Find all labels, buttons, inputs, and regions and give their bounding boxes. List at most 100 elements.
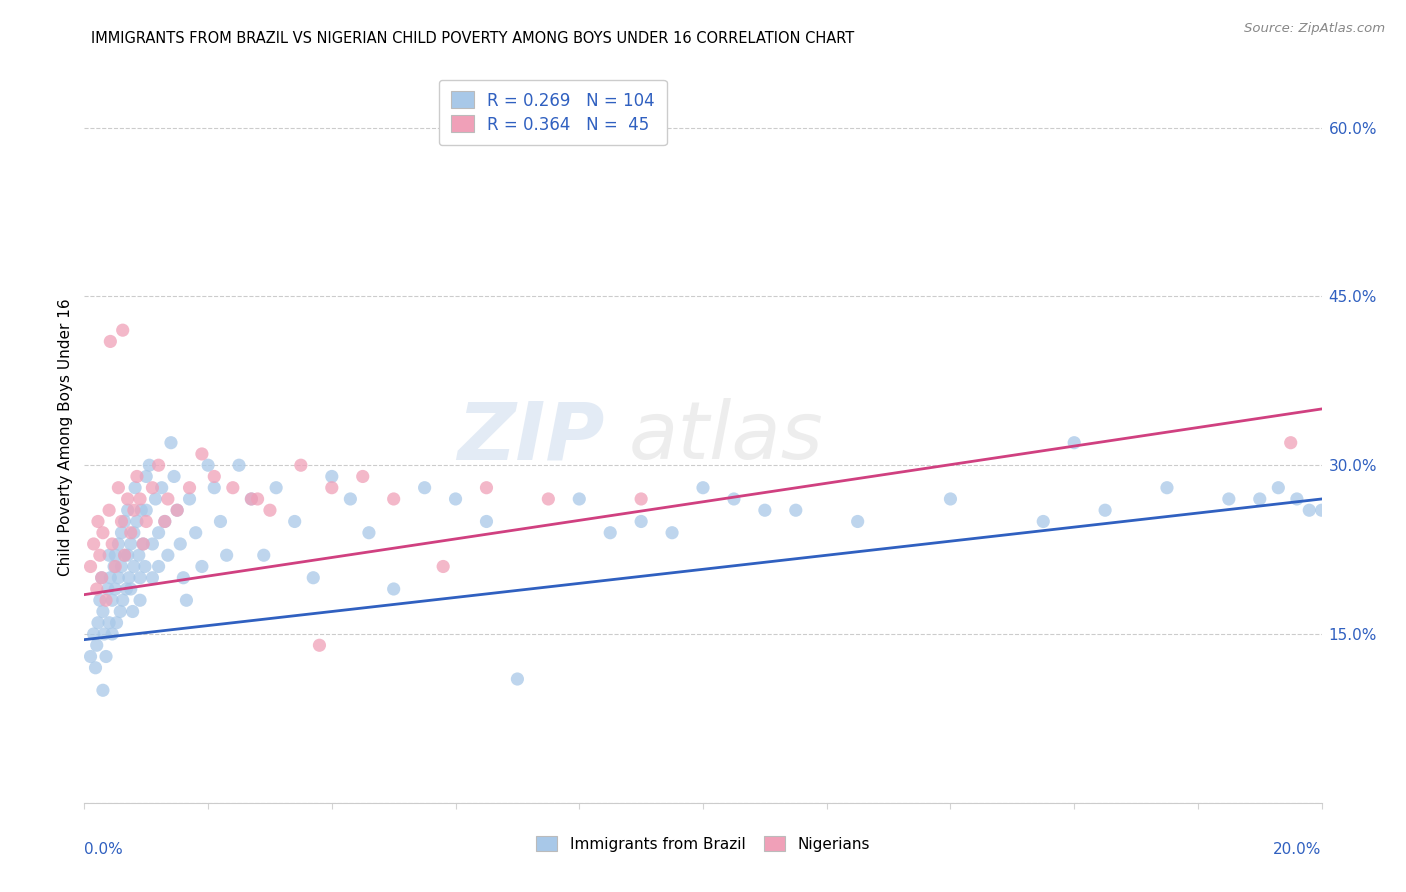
Point xyxy=(150,481,173,495)
Point xyxy=(506,672,529,686)
Point xyxy=(692,481,714,495)
Point xyxy=(284,515,307,529)
Point xyxy=(91,525,114,540)
Point xyxy=(160,435,183,450)
Point xyxy=(84,661,107,675)
Point xyxy=(114,548,136,562)
Point xyxy=(228,458,250,473)
Point xyxy=(321,469,343,483)
Point xyxy=(290,458,312,473)
Point xyxy=(475,515,498,529)
Point xyxy=(125,469,148,483)
Point xyxy=(98,615,121,630)
Point xyxy=(599,525,621,540)
Text: Source: ZipAtlas.com: Source: ZipAtlas.com xyxy=(1244,22,1385,36)
Point xyxy=(215,548,238,562)
Y-axis label: Child Poverty Among Boys Under 16: Child Poverty Among Boys Under 16 xyxy=(58,298,73,576)
Point xyxy=(129,571,152,585)
Point xyxy=(475,481,498,495)
Point xyxy=(86,638,108,652)
Point xyxy=(339,491,361,506)
Point xyxy=(110,605,132,619)
Point xyxy=(163,469,186,483)
Point xyxy=(166,503,188,517)
Point xyxy=(413,481,436,495)
Point xyxy=(129,503,152,517)
Point xyxy=(104,548,127,562)
Point xyxy=(122,503,145,517)
Point xyxy=(259,503,281,517)
Point xyxy=(179,491,201,506)
Point xyxy=(444,491,467,506)
Point xyxy=(107,571,129,585)
Point xyxy=(124,481,146,495)
Point xyxy=(166,503,188,517)
Point xyxy=(105,615,128,630)
Point xyxy=(1310,503,1333,517)
Point xyxy=(240,491,263,506)
Text: IMMIGRANTS FROM BRAZIL VS NIGERIAN CHILD POVERTY AMONG BOYS UNDER 16 CORRELATION: IMMIGRANTS FROM BRAZIL VS NIGERIAN CHILD… xyxy=(91,31,855,46)
Point xyxy=(145,491,167,506)
Point xyxy=(79,559,101,574)
Point xyxy=(141,537,163,551)
Point xyxy=(382,491,405,506)
Point xyxy=(120,525,142,540)
Point xyxy=(148,458,170,473)
Point xyxy=(128,548,150,562)
Point xyxy=(97,582,120,596)
Point xyxy=(79,649,101,664)
Point xyxy=(630,491,652,506)
Point xyxy=(110,515,132,529)
Point xyxy=(191,447,214,461)
Point xyxy=(202,469,225,483)
Point xyxy=(122,525,145,540)
Point xyxy=(191,559,214,574)
Point xyxy=(785,503,807,517)
Point xyxy=(111,593,134,607)
Point xyxy=(129,593,152,607)
Point xyxy=(141,571,163,585)
Point xyxy=(432,559,454,574)
Point xyxy=(103,559,125,574)
Point xyxy=(110,559,132,574)
Point xyxy=(117,548,139,562)
Legend: Immigrants from Brazil, Nigerians: Immigrants from Brazil, Nigerians xyxy=(527,827,879,861)
Point xyxy=(107,481,129,495)
Point xyxy=(184,525,207,540)
Point xyxy=(382,582,405,596)
Point xyxy=(98,503,121,517)
Point xyxy=(1032,515,1054,529)
Point xyxy=(101,593,124,607)
Point xyxy=(101,537,124,551)
Point xyxy=(630,515,652,529)
Point xyxy=(202,481,225,495)
Point xyxy=(125,515,148,529)
Point xyxy=(176,593,198,607)
Point xyxy=(132,537,155,551)
Point xyxy=(537,491,560,506)
Point xyxy=(114,548,136,562)
Point xyxy=(117,491,139,506)
Point xyxy=(1063,435,1085,450)
Point xyxy=(89,548,111,562)
Point xyxy=(302,571,325,585)
Point xyxy=(83,537,105,551)
Point xyxy=(94,649,117,664)
Text: 0.0%: 0.0% xyxy=(84,842,124,857)
Text: ZIP: ZIP xyxy=(457,398,605,476)
Point xyxy=(107,537,129,551)
Point xyxy=(135,515,157,529)
Point xyxy=(138,458,160,473)
Point xyxy=(148,525,170,540)
Point xyxy=(135,503,157,517)
Point xyxy=(197,458,219,473)
Point xyxy=(93,627,115,641)
Point xyxy=(120,582,142,596)
Point xyxy=(114,515,136,529)
Text: 20.0%: 20.0% xyxy=(1274,842,1322,857)
Point xyxy=(122,559,145,574)
Point xyxy=(115,582,138,596)
Point xyxy=(661,525,683,540)
Point xyxy=(846,515,869,529)
Point xyxy=(169,537,191,551)
